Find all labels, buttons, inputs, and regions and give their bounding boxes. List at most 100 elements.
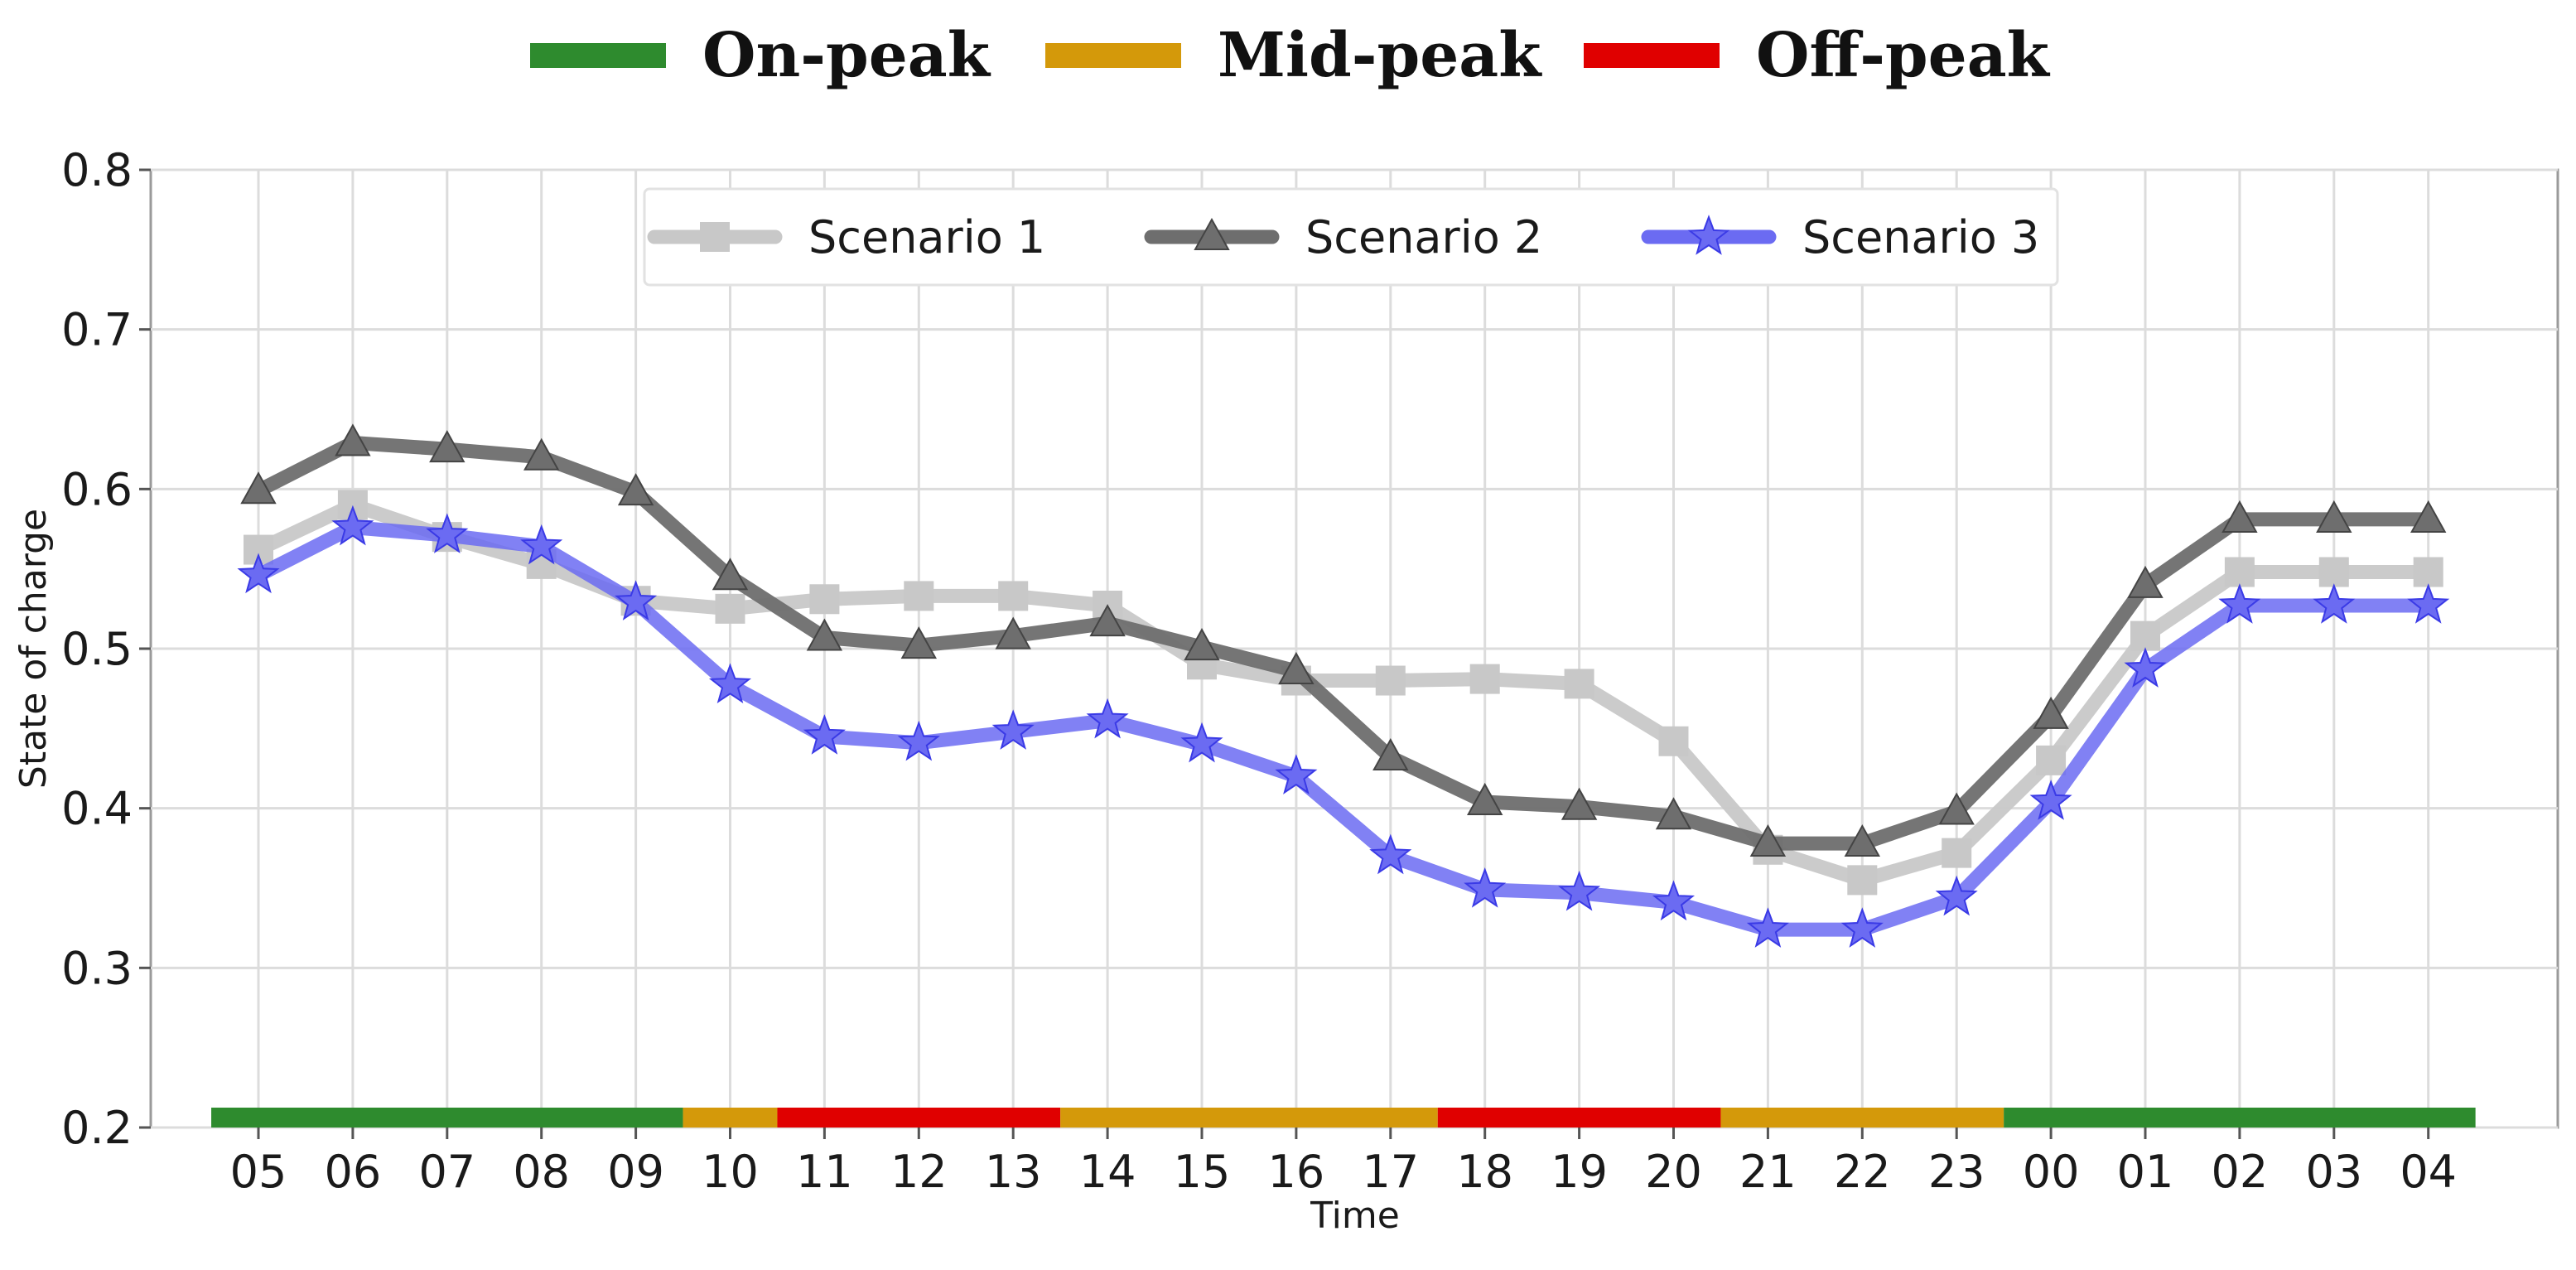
data-point [1749,823,1787,857]
data-point [2221,500,2258,533]
x-tick-label: 23 [1928,1146,1985,1198]
data-point [1180,722,1223,763]
x-tick-label: 04 [2400,1146,2457,1198]
data-point [1942,838,1972,868]
legend-box [643,187,2059,287]
x-tick-label: 10 [702,1146,759,1198]
data-point [2410,500,2447,533]
y-axis: 0.2 0.3 0.4 0.5 0.6 0.7 0.8 [61,144,151,1154]
y-tick-label: 0.5 [61,623,133,675]
x-tick-label: 07 [418,1146,475,1198]
data-point [1746,907,1789,948]
data-point [237,553,280,594]
series-legend: Scenario 1 Scenario 2 Scenario 3 [643,187,2059,287]
series-2 [240,423,2447,857]
data-point [1561,787,1598,820]
data-point [2029,780,2072,820]
data-point [998,581,1029,611]
data-point [2224,557,2255,587]
data-point [712,558,749,591]
data-point [1369,833,1412,875]
x-tick-label: 15 [1174,1146,1231,1198]
data-point [1658,726,1689,756]
legend-marker [700,222,730,252]
data-point [1464,867,1507,908]
legend-label: Scenario 1 [808,211,1045,263]
data-point [2124,647,2167,688]
x-tick-label: 05 [230,1146,287,1198]
series-line-2 [251,436,2436,851]
data-point [523,437,560,471]
period-legend-swatch [1584,43,1720,68]
data-point [904,581,934,611]
x-tick-label: 16 [1268,1146,1325,1198]
data-point [1089,604,1126,637]
period-bar [211,1108,2476,1128]
data-point [2407,583,2450,624]
period-segment-mid-peak [683,1108,778,1128]
data-point [617,473,654,506]
data-point [2127,565,2164,598]
data-point [520,524,563,565]
period-legend-label: On-peak [702,20,991,91]
x-tick-label: 03 [2305,1146,2362,1198]
x-tick-label: 20 [1645,1146,1702,1198]
data-point [1375,665,1406,696]
y-tick-label: 0.2 [61,1102,133,1154]
x-tick-label: 13 [985,1146,1042,1198]
legend-marker [1194,217,1230,250]
x-axis: 05 06 07 08 09 10 11 12 13 14 15 16 17 18 19 20 21 22 23 00… [230,1128,2457,1198]
data-point [1278,651,1315,684]
data-point [1655,797,1692,830]
x-tick-label: 12 [890,1146,948,1198]
data-point [900,626,937,659]
data-point [335,423,371,456]
data-point [240,471,277,505]
data-point [331,505,374,546]
x-tick-label: 06 [325,1146,382,1198]
period-segment-off-peak [777,1108,1061,1128]
data-point [2313,583,2356,624]
period-legend-swatch [1045,43,1181,68]
y-axis-label: State of charge [12,509,55,789]
x-tick-label: 01 [2117,1146,2174,1198]
x-tick-label: 18 [1456,1146,1513,1198]
data-point [715,593,745,624]
x-tick-label: 22 [1834,1146,1891,1198]
data-point [1467,782,1503,815]
data-point [1184,628,1220,661]
series-line-3 [251,520,2436,937]
data-point [1844,823,1880,857]
x-tick-label: 19 [1551,1146,1608,1198]
data-point [2033,696,2069,729]
data-point [2218,583,2261,624]
data-point [2413,557,2443,587]
y-tick-label: 0.6 [61,463,133,515]
x-tick-label: 08 [513,1146,570,1198]
data-point [803,714,846,755]
period-segment-off-peak [1437,1108,1721,1128]
data-point [2318,557,2349,587]
series-3 [237,505,2450,948]
period-segment-on-peak [2004,1108,2476,1128]
y-tick-label: 0.7 [61,304,133,356]
y-tick-label: 0.8 [61,144,133,196]
x-tick-label: 17 [1362,1146,1419,1198]
period-legend-label: Mid-peak [1218,20,1542,91]
legend-label: Scenario 2 [1305,211,1542,263]
legend-marker [1687,215,1730,255]
data-point [2130,621,2160,651]
x-tick-label: 02 [2212,1146,2269,1198]
period-segment-mid-peak [1720,1108,2004,1128]
data-point [1275,754,1318,794]
y-tick-label: 0.4 [61,783,133,835]
data-point [806,618,843,651]
data-point [809,584,840,615]
data-point [2036,745,2067,775]
data-point [1558,870,1601,911]
data-point [1847,865,1878,896]
x-axis-label: Time [1310,1195,1400,1237]
series-group [237,423,2450,948]
